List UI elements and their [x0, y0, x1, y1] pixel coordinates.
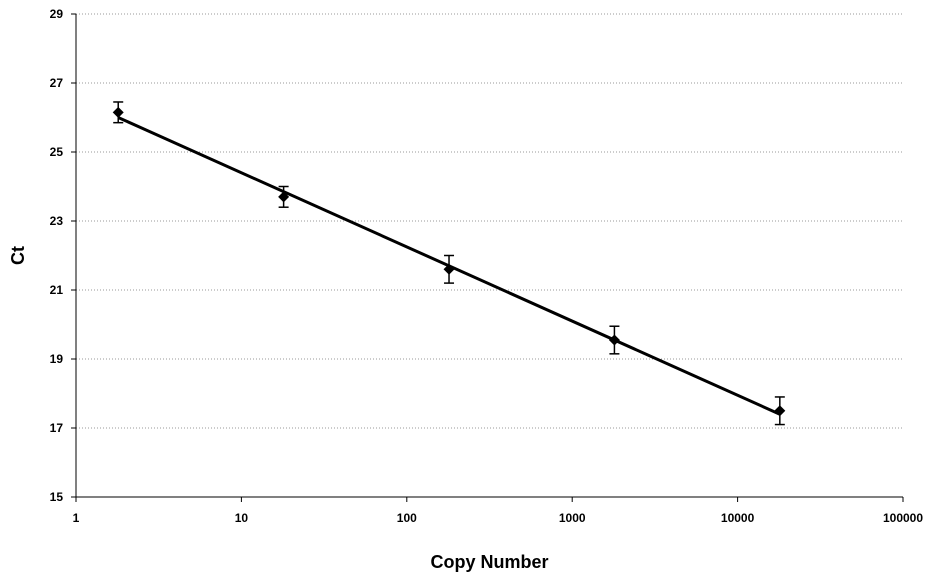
x-tick-label: 1 — [73, 511, 80, 525]
y-axis-title: Ct — [8, 246, 28, 265]
data-series — [112, 101, 786, 426]
x-tick-label: 100 — [397, 511, 417, 525]
y-tick-label: 23 — [50, 214, 64, 228]
y-tick-label: 25 — [50, 145, 64, 159]
y-tick-label: 29 — [50, 7, 64, 21]
data-point — [278, 191, 290, 203]
data-point — [774, 405, 786, 417]
x-tick-label: 10000 — [721, 511, 755, 525]
x-tick-label: 1000 — [559, 511, 586, 525]
x-tick-label: 100000 — [883, 511, 923, 525]
axes — [71, 13, 904, 502]
x-tick-label: 10 — [235, 511, 249, 525]
tick-labels: 15 17 19 21 23 25 27 29 1 10 100 1000 10000 100000 — [50, 7, 924, 525]
y-tick-label: 17 — [50, 421, 64, 435]
x-axis-title: Copy Number — [430, 552, 548, 572]
data-point — [608, 334, 620, 346]
y-tick-label: 27 — [50, 76, 64, 90]
y-tick-label: 15 — [50, 490, 64, 504]
data-point — [443, 263, 455, 275]
y-tick-label: 19 — [50, 352, 64, 366]
data-point — [112, 106, 124, 118]
gridlines — [76, 13, 903, 429]
y-tick-label: 21 — [50, 283, 64, 297]
